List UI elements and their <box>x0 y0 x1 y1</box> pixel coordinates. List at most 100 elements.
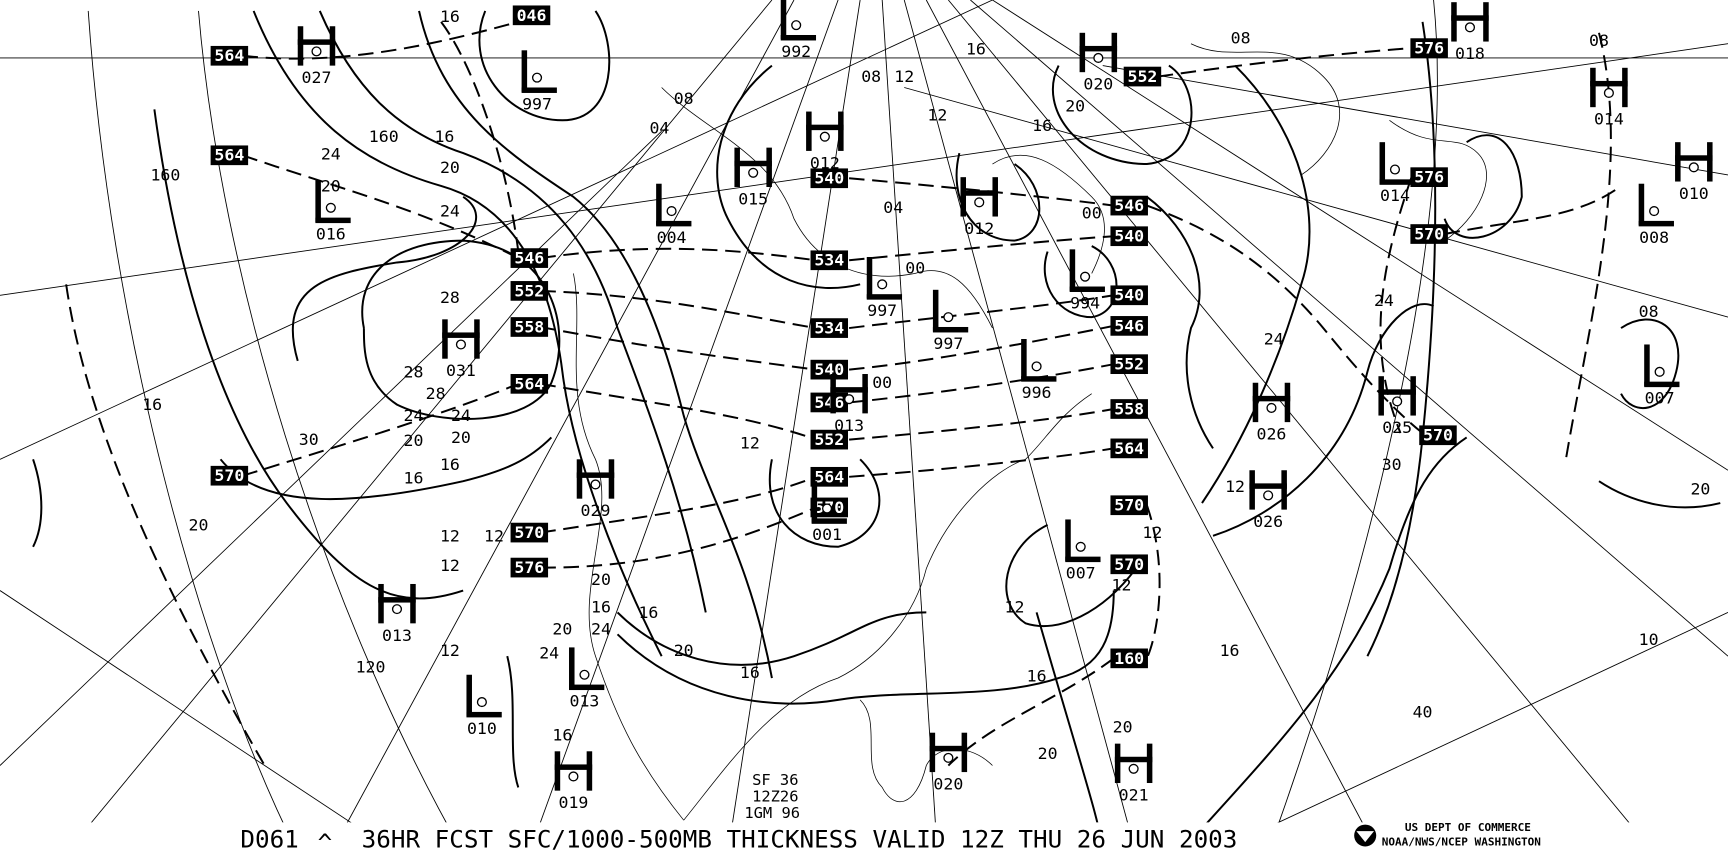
contour-label: 12 <box>440 556 460 575</box>
coastline <box>683 393 1092 821</box>
thickness-line <box>1146 204 1424 434</box>
contour-label: 12 <box>440 641 460 660</box>
contour-label: 12 <box>440 526 460 545</box>
svg-text:564: 564 <box>1114 439 1144 458</box>
pressure-value: 996 <box>1022 383 1052 402</box>
isobar <box>1598 480 1721 509</box>
low-symbol-icon <box>1644 344 1650 387</box>
contour-label: 24 <box>321 145 341 164</box>
low-symbol-icon <box>1069 249 1076 291</box>
contour-label: 12 <box>1005 597 1025 616</box>
high-symbol-icon <box>1252 382 1259 423</box>
high-symbol-icon <box>734 147 740 188</box>
thickness-label: 564 <box>210 45 249 66</box>
high-pressure-center: 029 <box>576 459 615 520</box>
center-marker-icon <box>1654 366 1665 377</box>
contour-label: 04 <box>649 118 669 137</box>
center-marker-icon <box>1464 22 1476 33</box>
contour-label: 16 <box>638 603 658 622</box>
coastline <box>573 273 685 821</box>
contour-label: 30 <box>1382 455 1402 474</box>
isobar <box>361 239 561 420</box>
isobar <box>1179 436 1468 853</box>
contour-label: 28 <box>404 362 424 381</box>
isobar <box>1052 64 1193 166</box>
pressure-value: 013 <box>382 626 412 645</box>
pressure-value: 008 <box>1639 228 1669 247</box>
center-marker-icon <box>1263 490 1274 501</box>
high-symbol-icon <box>806 111 812 151</box>
pressure-value: 997 <box>867 301 897 320</box>
contour-label: 20 <box>451 428 471 447</box>
high-pressure-center: 019 <box>554 751 593 812</box>
svg-text:540: 540 <box>814 360 844 379</box>
svg-text:540: 540 <box>1114 286 1144 305</box>
isobar <box>318 10 707 613</box>
high-pressure-center: 026 <box>1249 470 1287 531</box>
pressure-value: 001 <box>812 525 842 544</box>
svg-text:540: 540 <box>814 169 844 188</box>
pressure-value: 014 <box>1594 110 1624 129</box>
contour-label: 08 <box>1639 302 1659 321</box>
low-pressure-center: 996 <box>1021 339 1057 402</box>
contour-label: 12 <box>927 105 947 124</box>
grid-line <box>925 0 1379 853</box>
pressure-value: 010 <box>467 719 497 738</box>
product-id: D061 <box>240 826 298 853</box>
svg-text:576: 576 <box>1414 39 1444 58</box>
low-symbol-icon <box>1021 339 1027 381</box>
pressure-value: 029 <box>581 501 611 520</box>
pressure-value: 026 <box>1257 425 1287 444</box>
contour-label: 24 <box>1374 291 1394 310</box>
center-marker-icon <box>974 197 985 208</box>
center-marker-icon <box>391 604 403 615</box>
thickness-lines <box>65 20 1622 767</box>
contour-label: 24 <box>1264 330 1284 349</box>
center-marker-icon <box>455 339 467 350</box>
high-symbol-icon <box>1249 470 1255 510</box>
pressure-value: 031 <box>446 361 476 380</box>
contour-label: 08 <box>674 89 694 108</box>
contour-label: 16 <box>740 663 760 682</box>
isobar <box>716 64 861 290</box>
stamp-line: 1GM 96 <box>744 804 800 822</box>
contour-label: 20 <box>1690 479 1710 498</box>
thickness-label: 570 <box>510 522 549 543</box>
pressure-value: 016 <box>316 225 346 244</box>
high-pressure-center: 012 <box>806 111 844 172</box>
center-marker-icon <box>791 20 802 31</box>
low-symbol-icon <box>932 289 939 332</box>
caret-mark: ^ <box>318 829 333 853</box>
thickness-label: 576 <box>1410 167 1448 188</box>
coastlines <box>573 43 1487 821</box>
high-pressure-center: 013 <box>378 583 416 645</box>
center-marker-icon <box>1031 361 1042 372</box>
svg-text:558: 558 <box>1114 400 1144 419</box>
contour-label: 00 <box>905 258 925 277</box>
thickness-label: 564 <box>810 466 849 487</box>
coastline <box>1190 43 1341 176</box>
high-symbol-icon <box>576 459 583 499</box>
thickness-label: 570 <box>1410 224 1448 244</box>
svg-text:570: 570 <box>1114 496 1144 515</box>
grid-line <box>198 10 464 853</box>
center-marker-icon <box>1093 52 1104 63</box>
grid-line <box>992 0 1728 471</box>
thickness-label: 540 <box>1110 226 1148 247</box>
pressure-value: 014 <box>1380 186 1410 205</box>
isobar <box>153 109 464 600</box>
contour-label: 24 <box>539 643 559 662</box>
center-marker-icon <box>821 503 833 514</box>
contour-label: 20 <box>189 515 209 534</box>
pressure-value: 013 <box>834 416 864 435</box>
svg-text:534: 534 <box>814 251 844 270</box>
center-marker-icon <box>579 669 590 680</box>
center-marker-icon <box>819 131 830 142</box>
center-marker-icon <box>844 394 855 405</box>
svg-text:576: 576 <box>514 558 544 577</box>
low-pressure-center: 007 <box>1644 344 1680 408</box>
high-symbol-icon <box>297 26 304 66</box>
thickness-line <box>1564 32 1612 460</box>
svg-text:570: 570 <box>1114 555 1144 574</box>
